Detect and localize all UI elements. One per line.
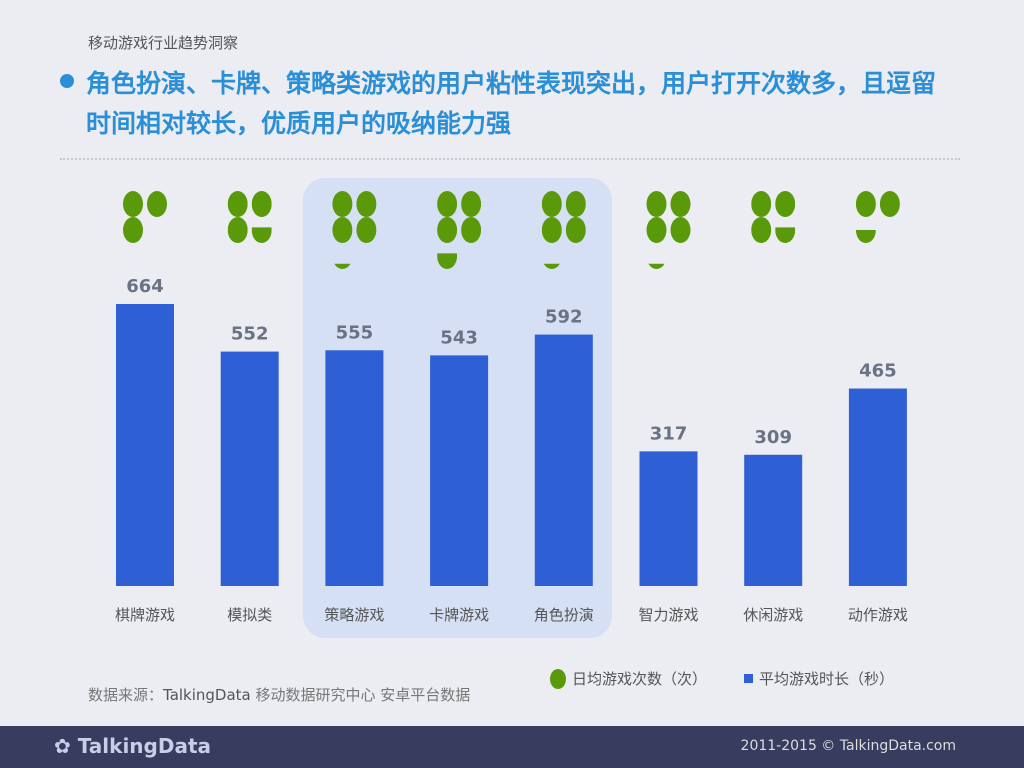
bar xyxy=(116,304,174,586)
category-label: 智力游戏 xyxy=(638,606,698,624)
category-label: 模拟类 xyxy=(227,606,272,624)
bar-value-label: 552 xyxy=(231,324,269,345)
person-icon xyxy=(543,263,560,269)
logo-text: TalkingData xyxy=(77,734,212,758)
person-icon xyxy=(855,191,876,217)
person-icon xyxy=(461,217,482,243)
person-icon xyxy=(332,217,353,243)
person-icon xyxy=(751,217,772,243)
bar-value-label: 317 xyxy=(650,423,688,444)
person-icon xyxy=(437,253,458,269)
bar-value-label: 309 xyxy=(754,427,792,448)
bar-value-label: 592 xyxy=(545,307,583,328)
legend-label: 日均游戏次数（次） xyxy=(572,670,708,688)
category-label: 动作游戏 xyxy=(848,606,908,624)
bullet-icon xyxy=(60,74,74,88)
person-icon xyxy=(356,191,377,217)
footer: ✿ TalkingData 2011-2015 © TalkingData.co… xyxy=(0,726,1024,768)
person-icon xyxy=(775,191,796,217)
person-icon xyxy=(648,263,665,269)
category-label: 角色扮演 xyxy=(534,606,594,624)
talkingdata-logo: ✿ TalkingData xyxy=(54,734,212,758)
category-label: 棋牌游戏 xyxy=(115,606,175,624)
legend-item-duration: 平均游戏时长（秒） xyxy=(744,668,894,689)
source-brand: TalkingData xyxy=(163,686,251,704)
person-icon xyxy=(227,217,248,243)
bar xyxy=(639,451,698,586)
bar-value-label: 465 xyxy=(859,361,897,382)
person-icon xyxy=(541,217,562,243)
bar xyxy=(325,350,384,586)
chart: 664 棋牌游戏 552 模拟类 555 策略游戏 543 卡牌游戏 592 角色扮演 317 智力游… xyxy=(115,191,908,624)
person-icon xyxy=(251,191,272,217)
person-icon xyxy=(123,191,143,217)
person-icon xyxy=(646,217,667,243)
source-label: 数据来源： xyxy=(88,686,164,704)
copyright: 2011-2015 © TalkingData.com xyxy=(740,738,956,754)
person-icon xyxy=(437,217,458,243)
person-icon xyxy=(670,217,691,243)
person-icon xyxy=(461,191,482,217)
bar xyxy=(848,388,907,586)
person-icon xyxy=(356,217,377,243)
page-title: 角色扮演、卡牌、策略类游戏的用户粘性表现突出，用户打开次数多，且逗留时间相对较长… xyxy=(86,69,937,138)
person-icon xyxy=(251,227,272,243)
divider xyxy=(60,158,960,160)
person-icon xyxy=(751,191,772,217)
category-label: 休闲游戏 xyxy=(743,606,803,624)
person-icon xyxy=(855,230,876,243)
person-icon xyxy=(775,227,796,243)
legend-item-count: 日均游戏次数（次） xyxy=(550,668,707,689)
person-icon xyxy=(550,668,566,689)
bar-value-label: 543 xyxy=(440,327,478,348)
person-icon xyxy=(123,217,143,243)
data-source: 数据来源：TalkingData 移动数据研究中心 安卓平台数据 xyxy=(88,684,470,705)
square-icon xyxy=(744,674,753,683)
category-label: 卡牌游戏 xyxy=(429,606,489,624)
person-icon xyxy=(147,191,167,217)
person-icon xyxy=(541,191,562,217)
bar xyxy=(220,351,279,586)
category-label: 策略游戏 xyxy=(324,606,384,624)
bar xyxy=(430,355,489,586)
legend-label: 平均游戏时长（秒） xyxy=(759,670,895,688)
person-icon xyxy=(437,191,458,217)
person-icon xyxy=(227,191,248,217)
person-icon xyxy=(334,263,351,269)
bar-value-label: 555 xyxy=(336,322,374,343)
person-icon xyxy=(332,191,353,217)
source-rest: 移动数据研究中心 安卓平台数据 xyxy=(250,686,471,704)
bar xyxy=(744,454,803,586)
section-title: 移动游戏行业趋势洞察 xyxy=(88,34,239,52)
person-icon xyxy=(879,191,900,217)
person-icon xyxy=(670,191,691,217)
bar-value-label: 664 xyxy=(126,276,164,297)
bar xyxy=(534,334,593,586)
person-icon xyxy=(565,191,586,217)
person-icon xyxy=(646,191,667,217)
person-icon xyxy=(565,217,586,243)
